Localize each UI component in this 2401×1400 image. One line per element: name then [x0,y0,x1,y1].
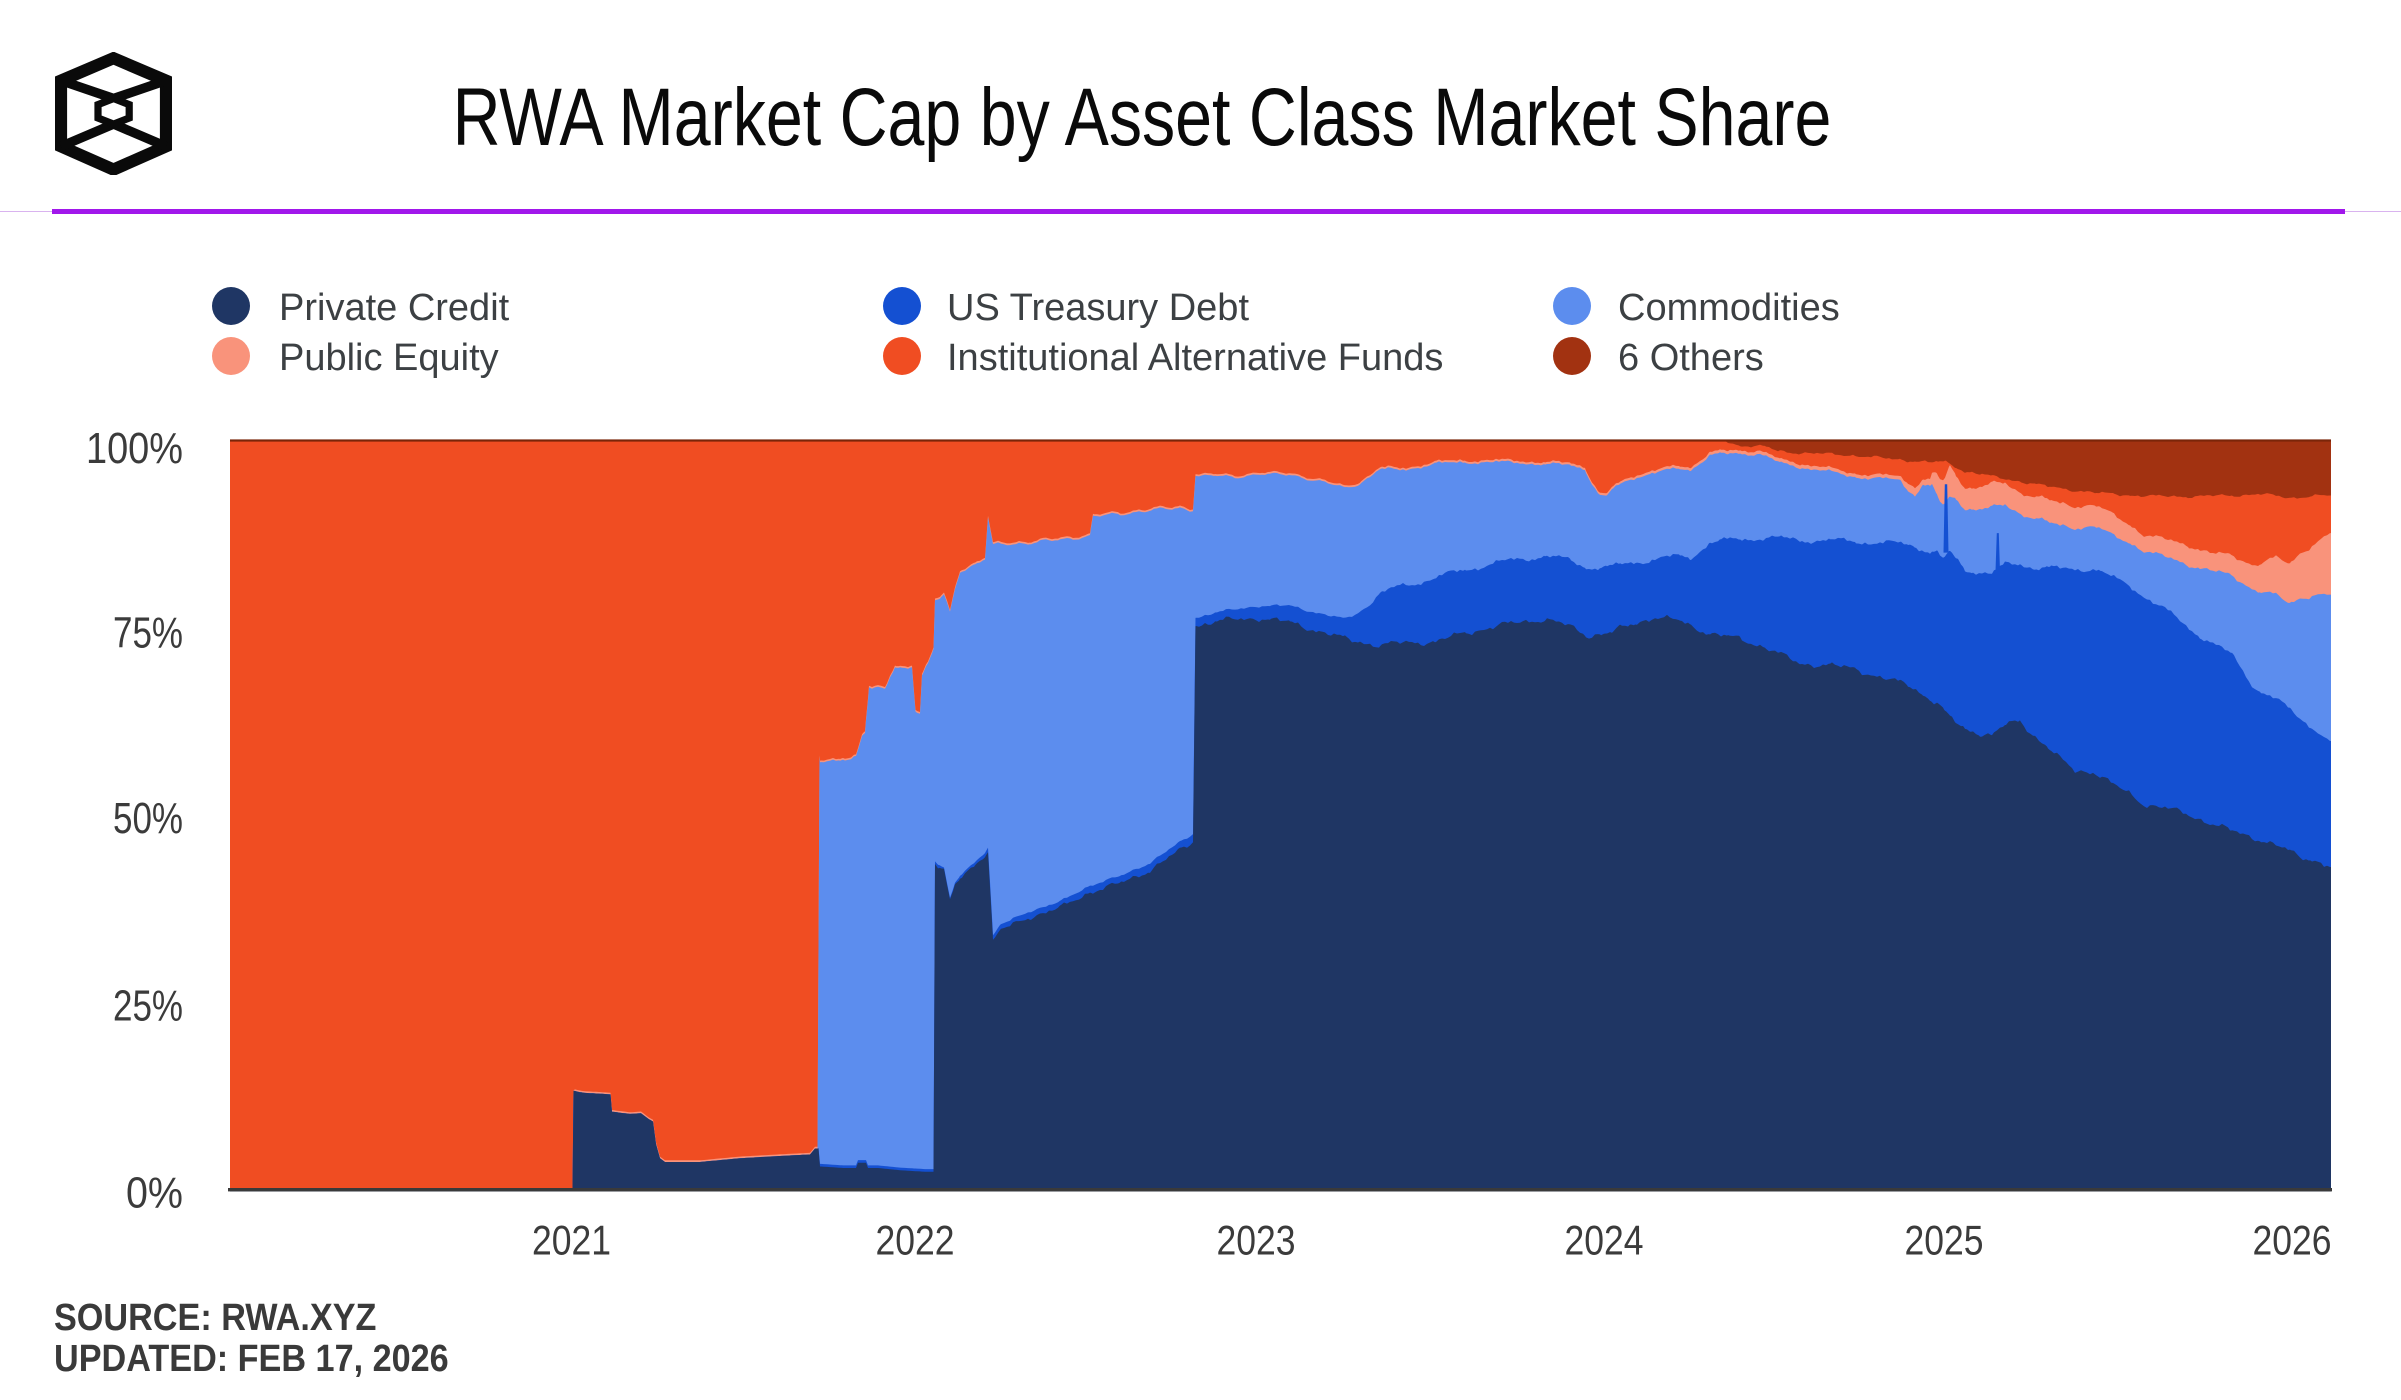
svg-text:50%: 50% [113,794,183,843]
svg-text:2022: 2022 [876,1217,955,1264]
svg-text:2026: 2026 [2253,1217,2332,1264]
svg-text:2025: 2025 [1905,1217,1984,1264]
svg-text:2024: 2024 [1565,1217,1644,1264]
svg-text:100%: 100% [86,424,183,473]
svg-text:75%: 75% [113,609,183,658]
svg-text:2023: 2023 [1217,1217,1296,1264]
svg-text:25%: 25% [113,982,183,1031]
svg-text:0%: 0% [126,1168,183,1217]
svg-text:2021: 2021 [532,1217,611,1264]
